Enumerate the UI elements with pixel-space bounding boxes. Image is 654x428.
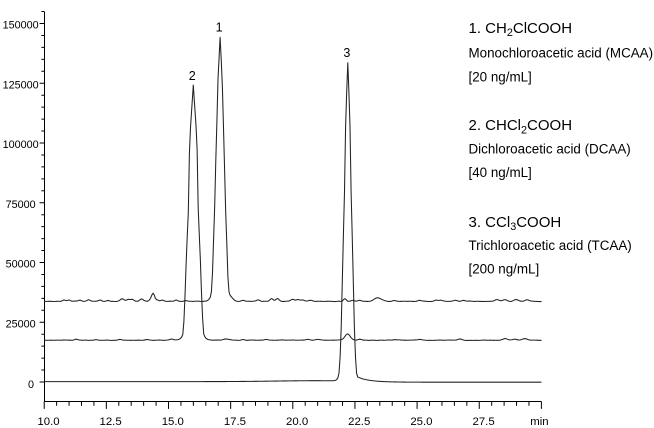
svg-text:20.0: 20.0	[286, 416, 308, 428]
svg-text:10.0: 10.0	[37, 416, 59, 428]
svg-text:[200 ng/mL]: [200 ng/mL]	[469, 262, 540, 277]
svg-text:25000: 25000	[6, 318, 36, 330]
svg-text:Trichloroacetic acid (TCAA): Trichloroacetic acid (TCAA)	[469, 238, 632, 253]
svg-text:1. CH2ClCOOH: 1. CH2ClCOOH	[469, 20, 573, 39]
svg-text:12.5: 12.5	[100, 416, 122, 428]
svg-text:2. CHCl2COOH: 2. CHCl2COOH	[469, 117, 573, 136]
svg-text:min: min	[530, 416, 548, 428]
svg-text:27.5: 27.5	[473, 416, 495, 428]
svg-text:100000: 100000	[3, 139, 39, 151]
svg-text:Monochloroacetic acid (MCAA): Monochloroacetic acid (MCAA)	[469, 45, 654, 60]
svg-text:150000: 150000	[3, 20, 39, 32]
svg-text:0: 0	[28, 379, 34, 391]
svg-text:50000: 50000	[6, 259, 36, 271]
svg-text:125000: 125000	[3, 79, 39, 91]
svg-text:Dichloroacetic acid (DCAA): Dichloroacetic acid (DCAA)	[469, 142, 631, 157]
svg-text:15.0: 15.0	[162, 416, 184, 428]
svg-text:22.5: 22.5	[348, 416, 370, 428]
svg-text:25.0: 25.0	[410, 416, 432, 428]
svg-text:3: 3	[343, 46, 350, 60]
svg-text:17.5: 17.5	[224, 416, 246, 428]
svg-text:1: 1	[216, 20, 223, 34]
svg-text:2: 2	[189, 69, 196, 83]
svg-text:[20 ng/mL]: [20 ng/mL]	[469, 70, 532, 85]
svg-text:3. CCl3COOH: 3. CCl3COOH	[469, 214, 562, 233]
svg-text:75000: 75000	[6, 199, 36, 211]
svg-text:[40 ng/mL]: [40 ng/mL]	[469, 165, 532, 180]
